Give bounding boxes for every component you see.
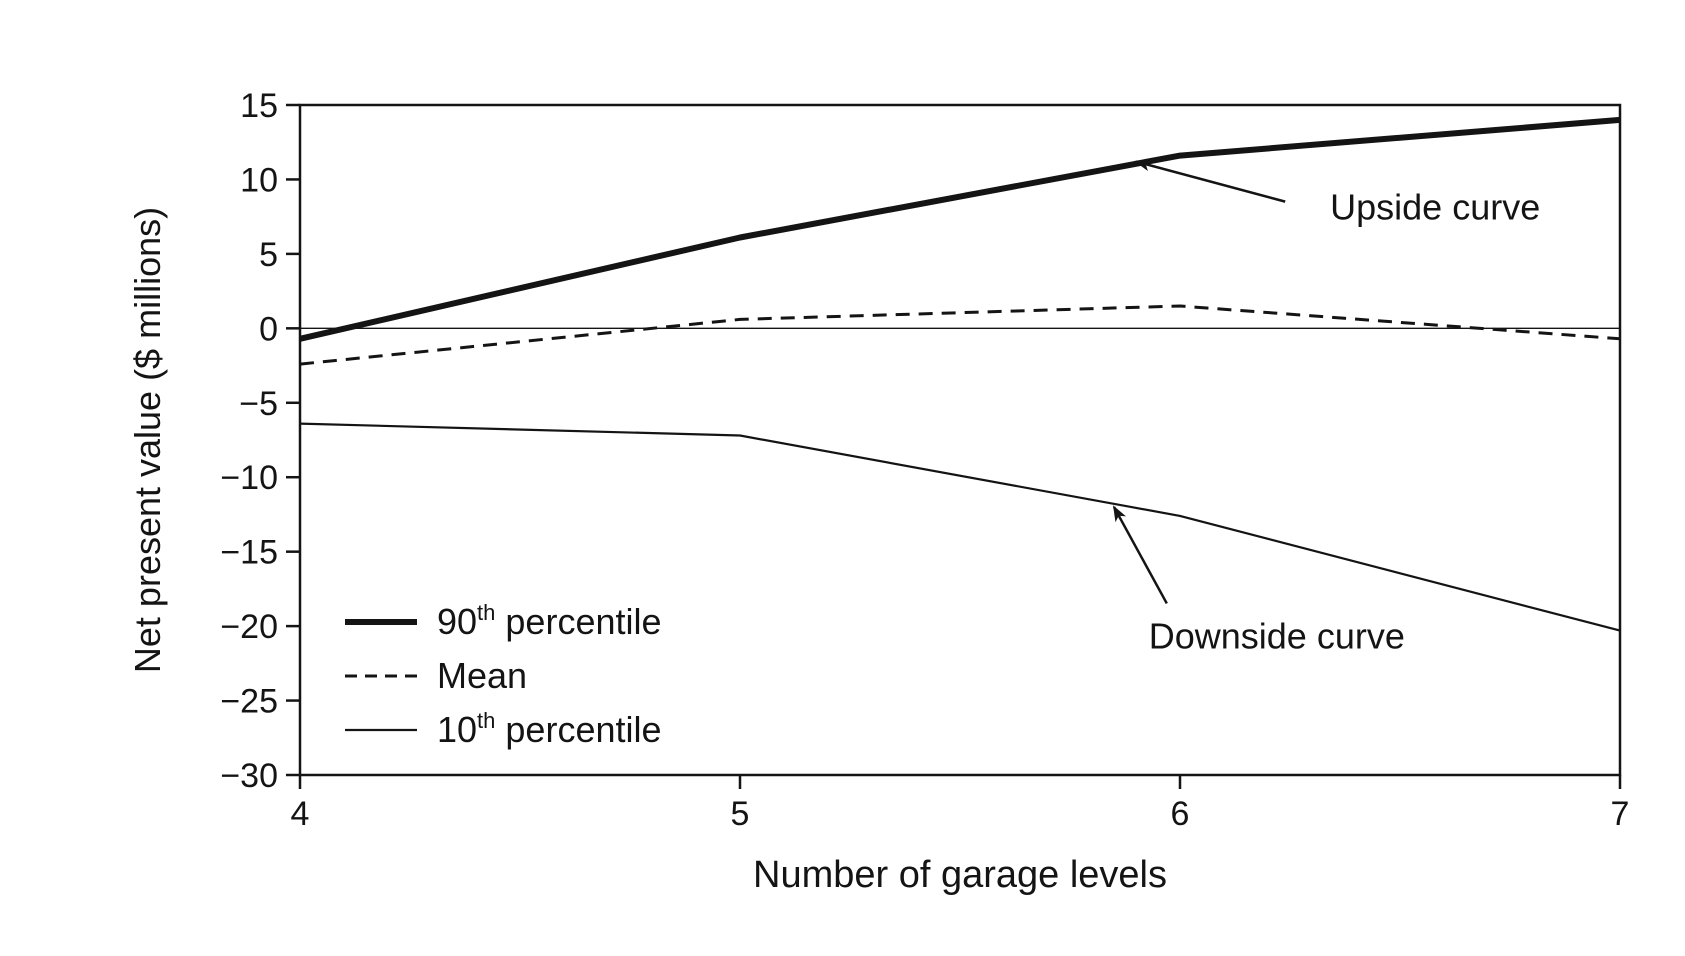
plot-border — [298, 103, 1622, 777]
x-tick-label: 7 — [1611, 795, 1630, 833]
series-line-3 — [299, 422, 1621, 632]
annotation-label: Downside curve — [1149, 615, 1405, 656]
series-line-1 — [299, 116, 1621, 342]
series-line-2 — [299, 304, 1621, 366]
y-axis: 15 10 5 0 −5 −10 −15 −20 −25 −30 — [220, 87, 300, 795]
y-tick-label: −15 — [220, 534, 278, 572]
x-tick-label: 6 — [1171, 795, 1190, 833]
legend: 90th percentile Mean 10th percentile — [345, 600, 662, 750]
y-tick-label: 5 — [259, 236, 278, 274]
y-tick-label: −20 — [220, 608, 278, 646]
y-tick-label: −30 — [220, 757, 278, 795]
legend-label-1: 90th percentile — [437, 600, 662, 642]
y-axis-title: Net present value ($ millions) — [127, 207, 168, 673]
x-tick-label: 5 — [731, 795, 750, 833]
x-tick-label: 4 — [291, 795, 310, 833]
y-tick-label: 0 — [259, 310, 278, 348]
annotation-arrow — [1134, 159, 1286, 203]
y-tick-label: −5 — [239, 385, 278, 423]
y-tick-label: −25 — [220, 683, 278, 721]
y-tick-label: 15 — [240, 87, 278, 125]
plot-frame — [298, 103, 1622, 777]
annotation-arrow — [1112, 505, 1168, 605]
annotation-label: Upside curve — [1330, 187, 1540, 228]
x-axis: 4 5 6 7 — [291, 775, 1630, 833]
series-layer — [299, 116, 1621, 632]
y-tick-label: 10 — [240, 161, 278, 199]
legend-label-3: 10th percentile — [437, 708, 662, 750]
x-axis-title: Number of garage levels — [753, 854, 1167, 896]
y-tick-label: −10 — [220, 459, 278, 497]
legend-label-2: Mean — [437, 655, 527, 696]
annotation-layer: Upside curve Downside curve — [1112, 159, 1540, 656]
